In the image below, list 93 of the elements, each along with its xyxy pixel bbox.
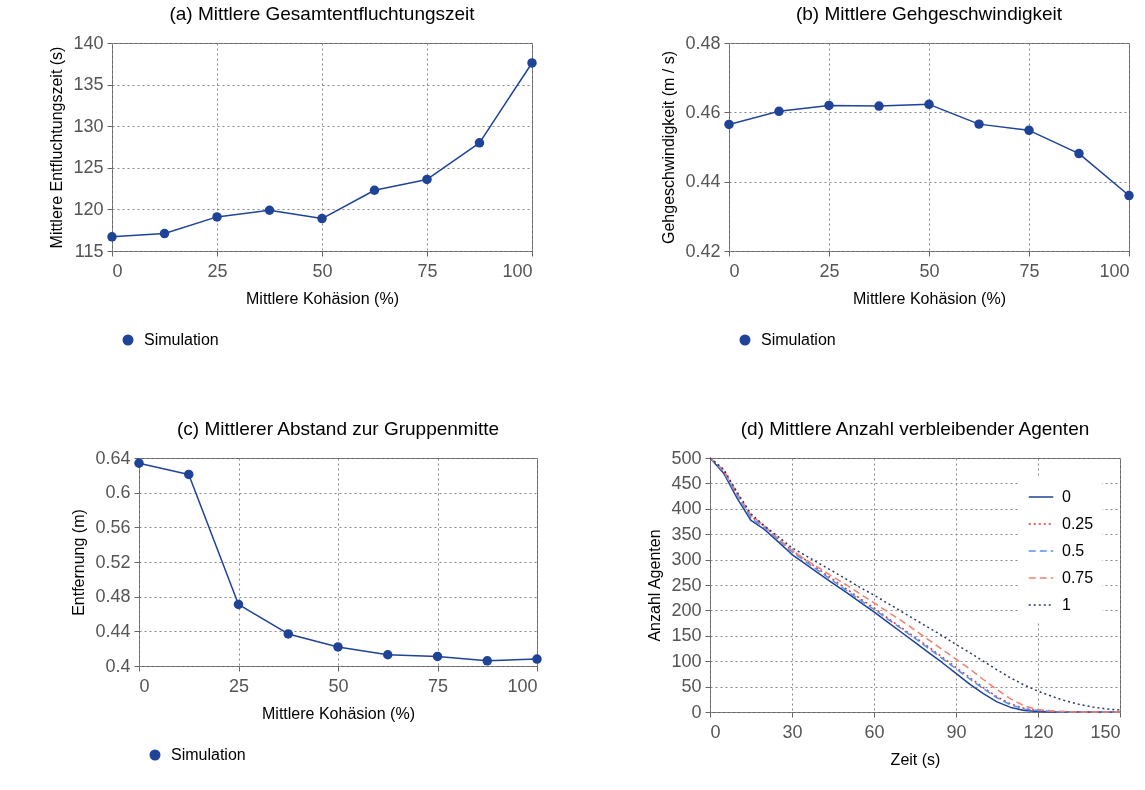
x-tick-label: 100 [507,675,538,696]
x-tick-label: 50 [919,260,940,281]
point [974,119,984,129]
y-tick-label: 100 [671,650,702,671]
x-tick-label: 30 [782,721,803,742]
point [283,629,293,639]
x-tick-label: 25 [207,260,228,281]
point [924,99,934,110]
x-tick-label: 0 [139,675,150,696]
legend-label: Simulation [144,331,219,348]
y-tick-label: 0.56 [95,516,131,537]
chart-title: (d) Mittlere Anzahl verbleibender Agenten [740,418,1090,439]
point [774,106,784,117]
y-tick-label: 200 [671,599,702,620]
y-axis-title: Mittlere Entfluchtungszeit (s) [48,46,66,249]
x-tick-label: 75 [1019,260,1040,281]
y-tick-label: 125 [73,157,104,178]
point [482,656,492,666]
y-axis-title: Gehgeschwindigkeit (m / s) [660,51,678,244]
point [1024,125,1034,136]
y-tick-label: 350 [671,523,702,544]
y-tick-label: 150 [671,625,702,646]
y-tick-label: 450 [671,472,702,493]
point [527,58,537,68]
point [724,119,734,130]
point [383,650,393,660]
legend-label: 1 [1062,596,1071,613]
y-tick-label: 140 [73,32,104,53]
y-tick-label: 500 [671,447,702,468]
y-tick-label: 120 [73,198,104,219]
point [233,599,244,610]
x-tick-label: 90 [946,721,967,742]
y-tick-label: 0.42 [685,240,721,261]
y-tick-label: 0.64 [95,447,131,468]
chart-title: (b) Mittlere Gehgeschwindigkeit [795,3,1063,24]
y-tick-label: 0.48 [685,32,721,53]
point [107,232,117,242]
x-tick-label: 100 [1099,260,1130,281]
point [474,138,485,148]
point [824,100,834,111]
point [1074,148,1084,159]
y-tick-label: 0 [691,701,702,722]
y-tick-label: 300 [671,549,702,570]
legend-label: 0.5 [1062,542,1085,559]
point [369,185,380,195]
y-tick-label: 0.52 [95,551,131,572]
point [184,469,194,480]
legend-label: 0 [1062,488,1071,505]
x-tick-label: 25 [228,675,250,696]
point [134,458,144,468]
legend-label: 0.75 [1062,569,1094,586]
x-tick-label: 75 [427,675,449,696]
point [212,212,222,222]
point [317,213,327,224]
point [432,651,443,662]
y-tick-label: 0.46 [685,101,721,122]
x-tick-label: 75 [417,260,438,281]
y-tick-label: 0.44 [685,171,721,192]
x-tick-label: 50 [328,675,349,696]
x-axis-title: Mittlere Kohäsion (%) [246,289,399,307]
x-tick-label: 25 [819,260,840,281]
y-tick-label: 115 [74,240,104,261]
y-axis-title: Entfernung (m) [70,509,88,616]
legend-label: 0.25 [1062,515,1094,532]
point [874,101,884,111]
x-axis-title: Mittlere Kohäsion (%) [853,289,1006,307]
point [1124,190,1134,201]
x-tick-label: 100 [502,260,533,281]
y-tick-label: 0.44 [95,620,131,641]
x-tick-label: 150 [1090,721,1121,742]
point [264,205,275,215]
x-axis-title: Mittlere Kohäsion (%) [262,704,415,722]
y-tick-label: 130 [73,115,104,136]
y-tick-label: 0.48 [95,586,131,607]
y-tick-label: 250 [671,574,702,595]
x-tick-label: 60 [864,721,885,742]
y-tick-label: 135 [73,74,104,95]
y-tick-label: 0.4 [105,655,131,676]
point [159,228,170,239]
x-tick-label: 50 [312,260,333,281]
y-axis-title: Anzahl Agenten [646,529,664,642]
chart-title: (c) Mittlerer Abstand zur Gruppenmitte [176,418,500,439]
point [532,654,542,664]
x-tick-label: 0 [729,260,740,281]
x-tick-label: 120 [1023,721,1054,742]
chart-title: (a) Mittlere Gesamtentfluchtungszeit [169,3,476,24]
legend-label: Simulation [761,331,836,348]
point [422,174,432,185]
y-tick-label: 400 [671,498,702,519]
point [333,642,343,652]
legend-label: Simulation [171,746,246,763]
y-tick-label: 0.6 [105,482,131,503]
x-axis-title: Zeit (s) [890,750,941,768]
